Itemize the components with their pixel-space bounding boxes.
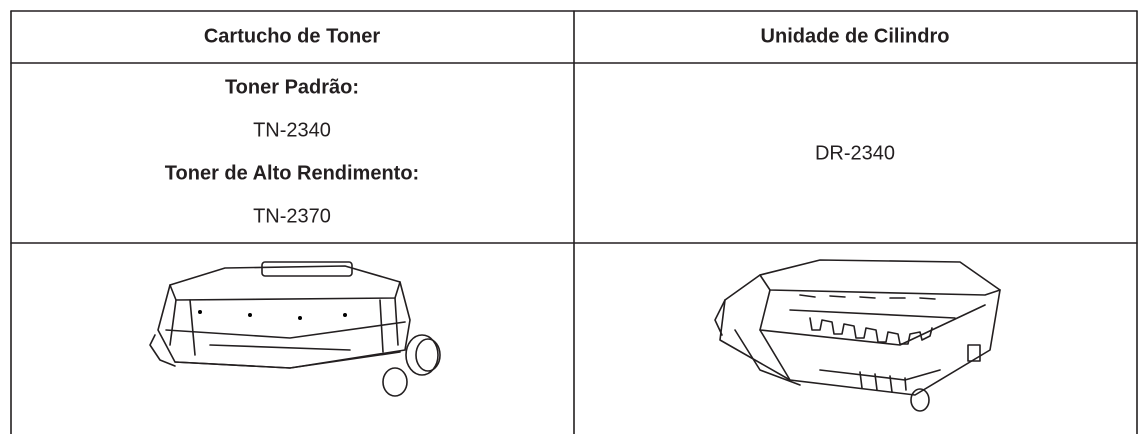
drum-illustration bbox=[714, 259, 1001, 412]
toner-standard-model: TN-2340 bbox=[253, 119, 331, 142]
toner-illustration bbox=[149, 261, 441, 397]
header-cell: Unidade de Cilindro bbox=[760, 25, 950, 48]
toner-standard-label: Toner Padrão: bbox=[224, 76, 360, 99]
drum-model: DR-2340 bbox=[814, 142, 896, 165]
toner-high-yield-model: TN-2370 bbox=[253, 205, 331, 228]
header-cell: Cartucho de Toner bbox=[203, 25, 381, 48]
toner-high-yield-label: Toner de Alto Rendimento: bbox=[164, 162, 420, 185]
